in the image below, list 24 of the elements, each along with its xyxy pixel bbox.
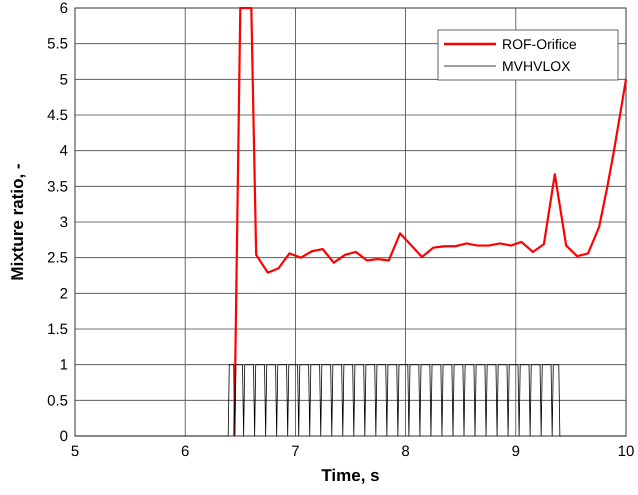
x-axis-title: Time, s: [321, 466, 380, 485]
y-tick-label: 3.5: [47, 178, 68, 196]
x-tick-label: 9: [512, 443, 520, 460]
y-tick-label: 2: [60, 285, 68, 302]
y-axis-title: Mixture ratio, -: [8, 163, 27, 281]
y-tick-label: 4.5: [47, 107, 68, 124]
y-tick-label: 4: [60, 142, 68, 160]
x-tick-label: 8: [401, 443, 410, 460]
y-tick-label: 2.5: [47, 250, 68, 267]
line-series: [233, 7, 627, 437]
y-tick-label: 1: [60, 356, 68, 374]
x-tick-label: 7: [291, 443, 300, 460]
y-tick-label: 0: [60, 428, 68, 445]
y-tick-label: 5.5: [47, 36, 68, 53]
y-tick-label: 3: [60, 214, 68, 231]
legend-label: MVHVLOX: [502, 58, 572, 74]
legend-label: ROF-Orifice: [502, 36, 577, 52]
y-tick-label: 0.5: [47, 392, 68, 410]
y-tick-label: 6: [60, 0, 68, 17]
y-tick-label: 5: [60, 71, 68, 88]
x-tick-label: 6: [181, 443, 190, 460]
x-tick-label: 10: [618, 443, 634, 460]
x-tick-label: 5: [70, 443, 80, 460]
y-tick-label: 1.5: [47, 321, 68, 338]
